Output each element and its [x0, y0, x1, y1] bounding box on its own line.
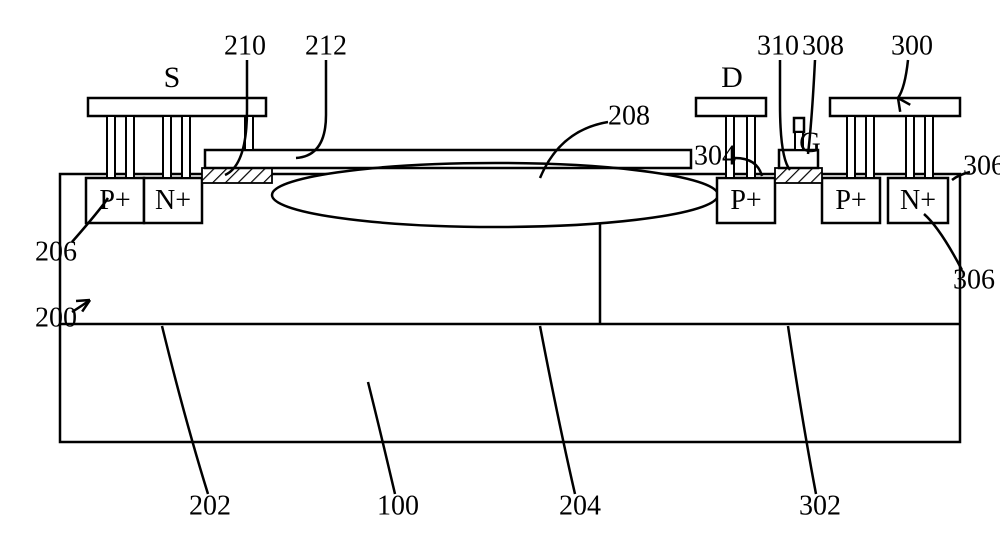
gate-oxide-right — [775, 168, 822, 183]
callout-label-c210: 210 — [224, 30, 266, 61]
metal-s_pad — [88, 98, 266, 116]
callout-label-c100: 100 — [377, 490, 419, 521]
callout-label-c208: 208 — [608, 100, 650, 131]
doped-region-right_pplus: P+ — [822, 178, 880, 223]
callout-label-c204: 204 — [559, 490, 601, 521]
metal-r_pad — [830, 98, 960, 116]
via-s-0 — [107, 116, 115, 178]
callout-leader-c302 — [788, 326, 816, 494]
via-d-1 — [747, 116, 755, 178]
gate-oxide-left — [202, 168, 272, 183]
doped-region-label: P+ — [835, 185, 866, 216]
callout-leader-c210 — [225, 60, 247, 175]
callout-leader-c100 — [368, 382, 395, 494]
callout-label-c310: 310 — [757, 30, 799, 61]
callout-leader-c310 — [780, 60, 790, 170]
callout-label-c304: 304 — [694, 140, 736, 171]
field-oxide — [272, 163, 718, 227]
via-r-3 — [925, 116, 933, 178]
callout-leader-c212 — [296, 60, 326, 158]
terminal-label-d: D — [721, 61, 743, 94]
doped-region-right_nplus: N+ — [888, 178, 948, 223]
via-s-2 — [163, 116, 171, 178]
callout-leader-c202 — [162, 326, 208, 494]
doped-region-label: P+ — [730, 185, 761, 216]
callout-label-c308: 308 — [802, 30, 844, 61]
doped-region-mid_pplus: P+ — [717, 178, 775, 223]
via-r-0 — [847, 116, 855, 178]
terminal-label-s: S — [164, 61, 181, 94]
callout-label-c302: 302 — [799, 490, 841, 521]
callout-label-c206: 206 — [35, 236, 77, 267]
callout-label-c306b: 306 — [953, 264, 995, 295]
callout-label-c200: 200 — [35, 302, 77, 333]
doped-region-label: N+ — [155, 185, 191, 216]
via-r-1 — [866, 116, 874, 178]
callout-label-c306a: 306 — [963, 150, 1000, 181]
doped-region-label: P+ — [99, 185, 130, 216]
callout-label-c212: 212 — [305, 30, 347, 61]
callout-label-c202: 202 — [189, 490, 231, 521]
doped-region-left_nplus: N+ — [144, 178, 202, 223]
callout-leader-c300 — [898, 60, 908, 98]
metal-d_pad — [696, 98, 766, 116]
via-r-2 — [906, 116, 914, 178]
doped-region-label: N+ — [900, 185, 936, 216]
via-s-1 — [126, 116, 134, 178]
via-s-3 — [182, 116, 190, 178]
callout-leader-c204 — [540, 326, 575, 494]
callout-label-c300: 300 — [891, 30, 933, 61]
